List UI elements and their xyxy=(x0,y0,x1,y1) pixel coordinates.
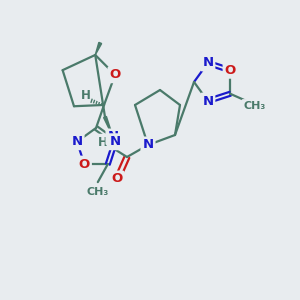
Text: O: O xyxy=(111,172,123,185)
Text: H: H xyxy=(98,136,108,148)
Text: H: H xyxy=(81,89,91,102)
Text: N: N xyxy=(202,56,213,70)
Text: N: N xyxy=(110,135,121,148)
Text: N: N xyxy=(202,94,213,107)
Text: O: O xyxy=(79,158,90,171)
Text: N: N xyxy=(71,135,82,148)
Text: N: N xyxy=(107,130,118,143)
Polygon shape xyxy=(95,42,102,55)
Text: CH₃: CH₃ xyxy=(243,101,265,111)
Text: N: N xyxy=(142,139,154,152)
Text: CH₃: CH₃ xyxy=(87,187,109,197)
Polygon shape xyxy=(103,116,113,137)
Text: O: O xyxy=(110,68,121,81)
Text: O: O xyxy=(225,64,236,77)
